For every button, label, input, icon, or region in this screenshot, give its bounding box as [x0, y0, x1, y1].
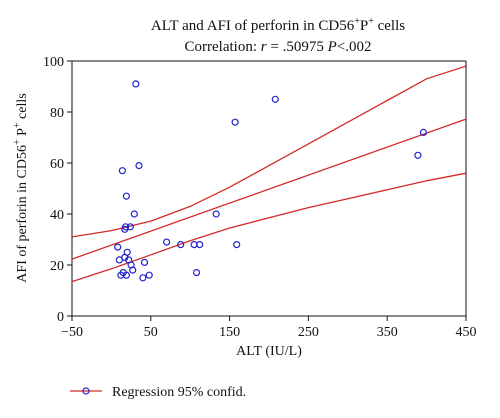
chart-subtitle: Correlation: r = .50975 P<.002 [185, 39, 372, 55]
data-point [122, 271, 131, 279]
legend-label: Regression 95% confid. [112, 385, 246, 400]
data-point [135, 162, 143, 170]
data-point [212, 210, 220, 218]
data-point [122, 192, 131, 200]
regression-line [71, 118, 467, 260]
ci-lower-line [71, 172, 467, 283]
x-tick-label: 250 [298, 325, 319, 340]
y-tick-label: 20 [50, 259, 64, 274]
y-tick-label: 100 [43, 55, 64, 70]
y-tick-label: 40 [50, 208, 64, 223]
x-tick-label: 150 [219, 325, 240, 340]
confidence-lines [71, 65, 467, 283]
data-point [419, 128, 427, 136]
data-point [177, 241, 185, 249]
regression-line-group [71, 118, 467, 260]
x-tick-label: 350 [377, 325, 398, 340]
data-point [145, 271, 153, 279]
data-point [132, 80, 140, 88]
data-point [271, 95, 279, 103]
data-point [231, 118, 239, 126]
legend-point-swatch [82, 387, 90, 395]
x-axis-ticks: −50 50 150 250 350 450 [61, 316, 477, 340]
data-point [130, 210, 138, 218]
data-point [233, 241, 241, 249]
x-tick-label: 50 [144, 325, 158, 340]
data-points [114, 80, 427, 282]
data-point [414, 151, 422, 159]
data-point [139, 274, 147, 282]
ci-upper-line [71, 65, 467, 238]
data-point [196, 241, 204, 249]
data-point [126, 223, 134, 231]
data-point [114, 243, 122, 251]
y-axis-ticks: 0 20 40 60 80 100 [43, 55, 72, 325]
data-point [163, 238, 171, 246]
plot-area [71, 60, 467, 317]
data-point [129, 266, 137, 274]
data-point [192, 269, 201, 277]
y-tick-label: 60 [50, 157, 64, 172]
x-tick-label: −50 [61, 325, 83, 340]
data-point [118, 167, 127, 175]
legend: Regression 95% confid. [70, 385, 246, 400]
data-point [123, 248, 131, 256]
data-point [121, 223, 130, 231]
data-point [140, 258, 149, 266]
x-axis-label: ALT (IU/L) [236, 344, 302, 359]
y-axis-label: AFI of perforin in CD56+ P+ cells [12, 93, 30, 282]
y-tick-label: 80 [50, 106, 64, 121]
chart-title: ALT and AFI of perforin in CD56+P+ cells [151, 16, 405, 34]
x-tick-label: 450 [456, 325, 477, 340]
y-tick-label: 0 [57, 310, 64, 325]
